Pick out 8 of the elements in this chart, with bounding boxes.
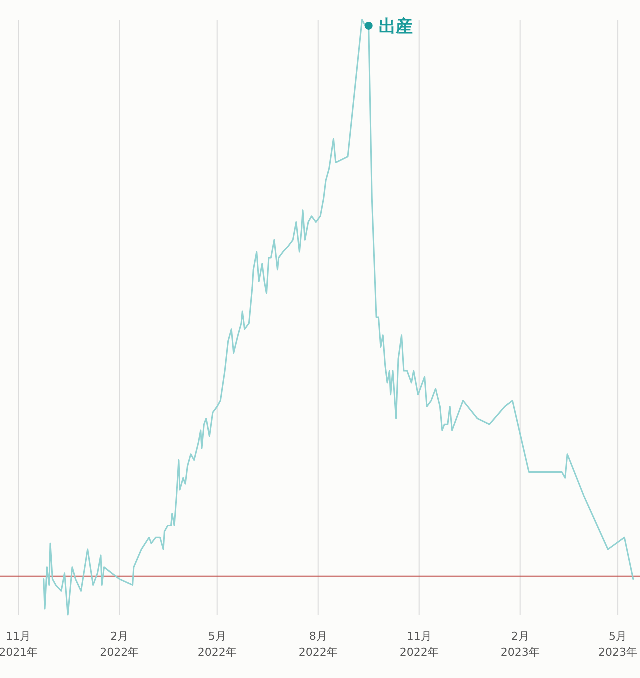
x-tick-label: 11月 2021年 [0,630,38,659]
annotation: 出産 [378,16,413,37]
x-tick-label: 2月 2022年 [100,630,140,659]
x-tick-label: 5月 2022年 [198,630,237,659]
x-tick-label: 11月 2022年 [400,630,439,659]
x-tick-label: 5月 2023年 [598,630,638,659]
x-tick-label: 2月 2023年 [500,630,540,659]
x-tick-label: 8月 2022年 [298,630,338,659]
